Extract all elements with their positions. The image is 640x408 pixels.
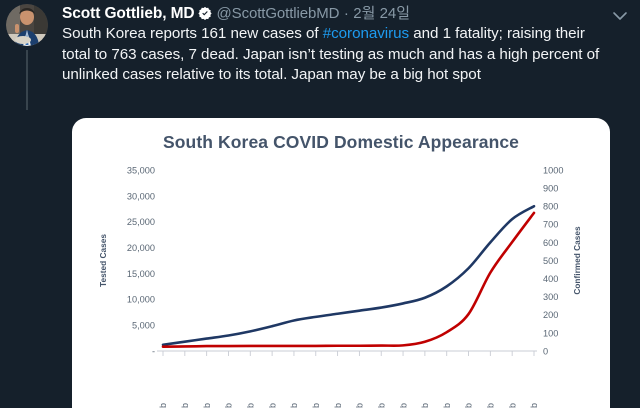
x-axis-tick-label: 16-Feb (355, 403, 365, 408)
x-axis-tick-label: 20-Feb (442, 403, 452, 408)
chart-plot-area: 35,000 30,000 25,000 20,000 15,000 10,000 5,00… (72, 118, 610, 408)
x-axis-tick-label: 24-Feb (529, 403, 539, 408)
x-axis-tick-label: 10-Feb (224, 403, 234, 408)
y-axis-tick-label: 15,000 (127, 269, 155, 279)
tweet-text-part-2: and 1 fatality; raising their total to 7… (62, 25, 600, 83)
verified-badge-icon (197, 6, 212, 21)
x-axis-tick-label: 22-Feb (486, 403, 496, 408)
x-axis-tick-label: 15-Feb (333, 403, 343, 408)
y-axis-tick-label: 20,000 (127, 243, 155, 253)
y-axis-tick-label: 35,000 (127, 165, 155, 175)
series-line-confirmed-cases (161, 211, 536, 348)
line-chart-svg: 35,000 30,000 25,000 20,000 15,000 10,000 5,00… (98, 165, 582, 408)
y2-axis-tick-label: 1000 (543, 165, 563, 175)
x-axis-tick-label: 9-Feb (202, 403, 212, 408)
x-axis-tick-label: 21-Feb (464, 403, 474, 408)
y2-axis-title: Confirmed Cases (572, 226, 582, 295)
y2-axis-tick-label: 400 (543, 274, 558, 284)
chart-card[interactable]: South Korea COVID Domestic Appearance 35… (72, 118, 610, 408)
y-axis-tick-label: - (152, 346, 155, 356)
tweet-text: South Korea reports 161 new cases of #co… (62, 24, 610, 86)
y-axis-tick-label: 25,000 (127, 217, 155, 227)
thread-connector-line (26, 50, 28, 110)
x-axis-tick-label: 8-Feb (180, 403, 190, 408)
y2-axis-tick-label: 600 (543, 238, 558, 248)
y-axis-tick-label: 30,000 (127, 191, 155, 201)
x-axis-tick-label: 19-Feb (420, 403, 430, 408)
author-handle[interactable]: @ScottGottliebMD (216, 5, 340, 22)
series-line-tested-cases (161, 204, 536, 347)
header-separator: · (343, 5, 349, 22)
tweet-header: Scott Gottlieb, MD @ScottGottliebMD · 2월 … (62, 2, 600, 22)
y2-axis-tick-label: 800 (543, 202, 558, 212)
chevron-down-icon[interactable] (612, 8, 628, 20)
author-name[interactable]: Scott Gottlieb, MD (62, 5, 195, 22)
y2-axis-tick-label: 500 (543, 256, 558, 266)
x-axis-tick-label: 18-Feb (398, 403, 408, 408)
x-axis-tick-label: 13-Feb (289, 403, 299, 408)
y2-axis-tick-label: 700 (543, 220, 558, 230)
x-axis-tick-label: 11-Feb (245, 403, 255, 408)
y-axis-tick-label: 10,000 (127, 295, 155, 305)
avatar[interactable] (6, 4, 48, 46)
y-axis-tick-label: 5,000 (132, 321, 155, 331)
tweet-date[interactable]: 2월 24일 (353, 5, 411, 22)
y2-axis-tick-label: 200 (543, 310, 558, 320)
x-axis-tick-label: 23-Feb (507, 403, 517, 408)
tweet-text-part-1: South Korea reports 161 new cases of (62, 25, 323, 42)
hashtag-link[interactable]: #coronavirus (322, 25, 410, 42)
x-axis-tick-label: 7-Feb (158, 403, 168, 408)
x-axis-tick-label: 12-Feb (267, 403, 277, 408)
chart-title: South Korea COVID Domestic Appearance (162, 132, 520, 152)
y-axis-title: Tested Cases (98, 234, 108, 287)
x-axis-tick-label: 14-Feb (311, 403, 321, 408)
y2-axis-tick-label: 100 (543, 328, 558, 338)
user-avatar-photo (6, 4, 48, 46)
y2-axis-tick-label: 900 (543, 184, 558, 194)
y2-axis-tick-label: 0 (543, 346, 548, 356)
x-axis-tick-label: 17-Feb (376, 403, 386, 408)
y2-axis-tick-label: 300 (543, 292, 558, 302)
